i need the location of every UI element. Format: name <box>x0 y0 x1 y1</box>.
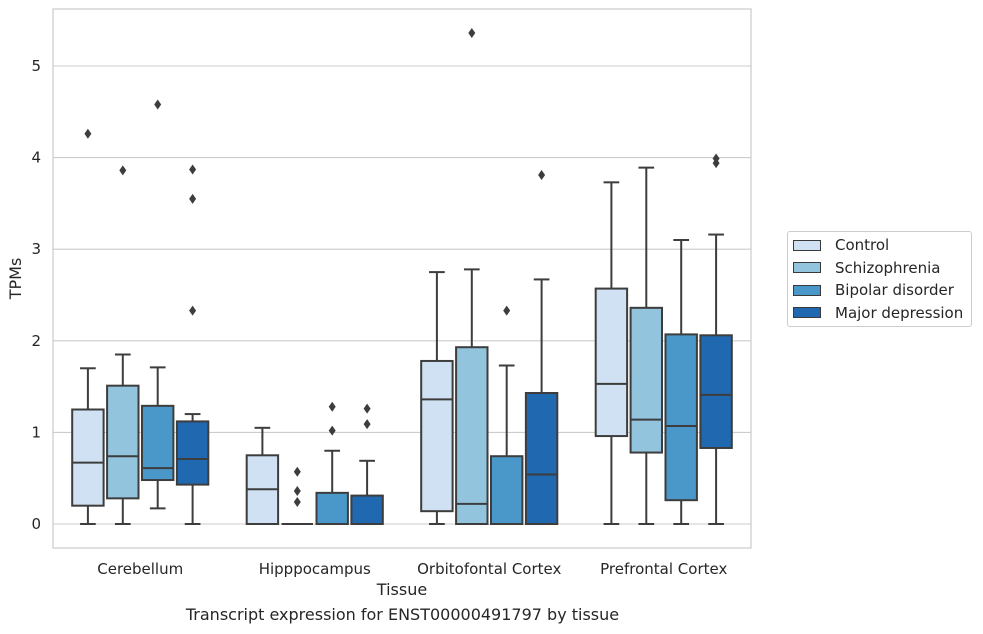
box-plots <box>71 28 733 526</box>
box-schizophrenia <box>455 28 489 525</box>
iqr-box <box>71 408 105 507</box>
iqr-box <box>664 333 698 502</box>
iqr-box <box>489 455 524 525</box>
outlier-point <box>189 193 197 204</box>
outlier-point <box>293 486 301 497</box>
x-tick-label: Prefrontal Cortex <box>600 560 727 578</box>
outlier-point <box>119 165 127 176</box>
x-tick-label: Hipppocampus <box>259 560 371 578</box>
box-schizophrenia <box>281 466 314 525</box>
outlier-point <box>154 99 162 110</box>
outlier-point <box>293 466 301 477</box>
outlier-point <box>538 170 546 181</box>
outlier-point <box>189 164 197 175</box>
legend-label: Control <box>835 236 890 254</box>
legend-item: Major depression <box>793 303 963 323</box>
iqr-box <box>315 491 349 525</box>
iqr-box <box>420 359 454 513</box>
legend-label: Bipolar disorder <box>835 281 954 299</box>
y-tick-label: 2 <box>31 332 41 350</box>
box-major-depression <box>524 170 559 525</box>
outlier-point <box>712 158 720 169</box>
y-tick-label: 5 <box>31 57 41 75</box>
box-schizophrenia <box>629 166 664 525</box>
y-axis-title: TPMs <box>6 258 25 301</box>
legend-swatch <box>793 239 821 251</box>
x-axis-title: Tissue <box>376 580 427 599</box>
iqr-box <box>594 287 629 438</box>
box-control <box>594 181 629 525</box>
outlier-point <box>189 305 197 316</box>
legend-swatch <box>793 262 821 273</box>
legend-item: Bipolar disorder <box>793 280 954 300</box>
legend: Control Schizophrenia Bipolar disorder Majo… <box>787 231 972 327</box>
box-control <box>245 426 280 525</box>
outlier-point <box>363 419 371 430</box>
box-major-depression <box>175 164 210 525</box>
legend-swatch <box>793 307 821 318</box>
legend-swatch <box>793 284 821 296</box>
outlier-point <box>293 497 301 508</box>
x-tick-label: Orbitofontal Cortex <box>417 560 561 578</box>
iqr-box <box>629 306 664 454</box>
plot-area-frame <box>52 8 752 549</box>
outlier-point <box>363 403 371 414</box>
outlier-point <box>328 401 336 412</box>
outlier-point <box>468 28 476 39</box>
iqr-box <box>350 494 384 526</box>
outlier-point <box>328 425 336 436</box>
box-control <box>71 128 105 525</box>
y-tick-label: 1 <box>31 423 41 441</box>
outlier-point <box>503 305 511 316</box>
iqr-box <box>524 392 559 525</box>
figure-caption: Transcript expression for ENST0000049179… <box>185 605 620 624</box>
box-major-depression <box>699 153 733 525</box>
legend-item: Schizophrenia <box>793 258 940 278</box>
y-tick-label: 4 <box>31 149 41 167</box>
legend-label: Schizophrenia <box>835 258 941 277</box>
y-tick-label: 3 <box>31 240 41 258</box>
outlier-point <box>84 128 92 139</box>
legend-item: Control <box>793 235 889 255</box>
box-control <box>420 271 454 525</box>
legend-label: Major depression <box>835 303 964 322</box>
box-bipolar-disorder <box>315 401 349 525</box>
box-schizophrenia <box>106 165 140 525</box>
iqr-box <box>106 384 140 500</box>
box-bipolar-disorder <box>140 99 175 510</box>
x-tick-label: Cerebellum <box>97 560 183 578</box>
box-major-depression <box>350 403 384 526</box>
iqr-box <box>175 420 210 486</box>
tick-labels: 0 1 2 3 4 5 Cerebellum Hipppocampus Orbitofontal… <box>31 57 727 578</box>
iqr-box <box>455 346 489 525</box>
y-tick-label: 0 <box>31 515 41 533</box>
box-bipolar-disorder <box>489 305 524 525</box>
iqr-box <box>699 334 733 449</box>
box-bipolar-disorder <box>664 239 698 525</box>
